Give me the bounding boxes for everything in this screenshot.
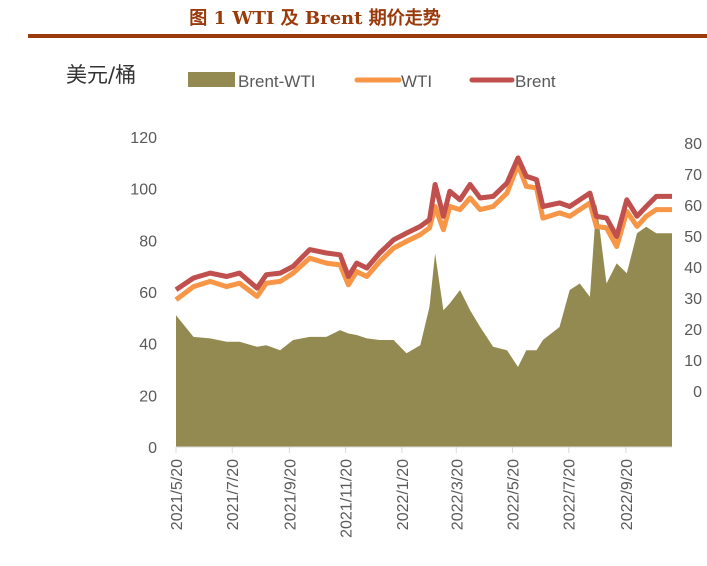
y-left-tick-label: 40 [139,337,157,354]
y-right-tick-label: 50 [684,229,702,246]
x-tick-label: 2022/3/20 [449,459,466,530]
series-line-brent [174,155,672,292]
y-right-tick-label: 60 [684,198,702,215]
y-right-tick-label: 10 [684,353,702,370]
legend-label-brent: Brent [515,72,556,91]
y-right-tick-label: 70 [684,167,702,184]
x-tick-label: 2021/5/20 [169,459,186,530]
y-axis-unit-label: 美元/桶 [66,63,136,87]
x-tick-label: 2021/9/20 [282,459,299,530]
legend-label-wti: WTI [401,72,432,91]
legend: Brent-WTI WTI Brent [188,72,556,91]
y-left-tick-label: 60 [139,285,157,302]
x-tick-label: 2022/1/20 [395,459,412,530]
x-tick-label: 2021/11/20 [339,459,356,538]
series-line-wti [174,162,672,302]
x-tick-label: 2021/7/20 [225,459,242,530]
figure-title: 图 1 WTI 及 Brent 期价走势 [189,8,441,29]
legend-label-brent-wti: Brent-WTI [238,72,315,91]
y-left-tick-label: 80 [139,233,157,250]
x-tick-label: 2022/9/20 [619,459,636,530]
y-left-tick-label: 20 [139,388,157,405]
x-tick-label: 2022/5/20 [506,459,523,530]
x-tick-label: 2022/7/20 [562,459,579,530]
y-right-tick-label: 30 [684,291,702,308]
series-area-brent-wti [176,203,672,447]
y-right-tick-label: 40 [684,260,702,277]
y-right-tick-label: 80 [684,136,702,153]
y-right-tick-label: 0 [693,384,702,401]
title-divider [28,34,707,38]
y-left-tick-label: 100 [130,182,157,199]
y-left-tick-label: 0 [148,440,157,457]
y-left-tick-label: 120 [130,130,157,147]
y-right-tick-label: 20 [684,322,702,339]
legend-swatch-brent-wti [188,72,235,87]
